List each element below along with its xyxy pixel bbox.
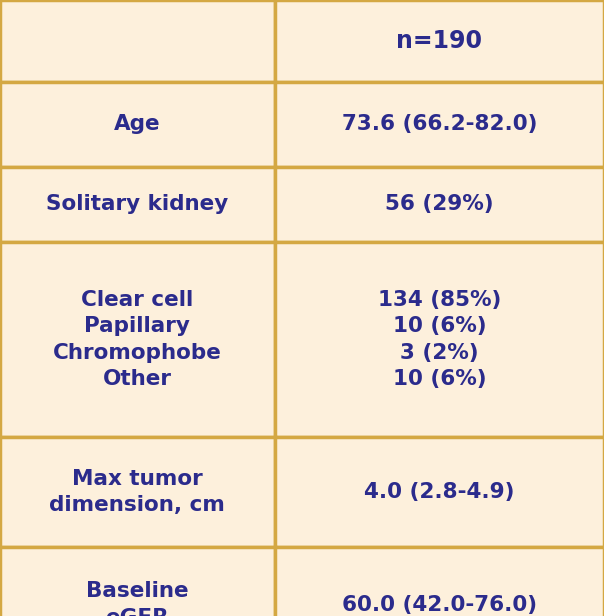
- Text: Max tumor
dimension, cm: Max tumor dimension, cm: [50, 469, 225, 515]
- Bar: [0, 0, 275, 82]
- Bar: [275, 0, 604, 82]
- Text: 4.0 (2.8-4.9): 4.0 (2.8-4.9): [364, 482, 515, 502]
- Text: 134 (85%)
10 (6%)
3 (2%)
10 (6%): 134 (85%) 10 (6%) 3 (2%) 10 (6%): [378, 290, 501, 389]
- Bar: [275, 82, 604, 167]
- Text: Clear cell
Papillary
Chromophobe
Other: Clear cell Papillary Chromophobe Other: [53, 290, 222, 389]
- Text: Solitary kidney: Solitary kidney: [47, 195, 228, 214]
- Text: 56 (29%): 56 (29%): [385, 195, 493, 214]
- Bar: [0, 167, 275, 242]
- Bar: [275, 167, 604, 242]
- Bar: [0, 242, 275, 437]
- Bar: [0, 547, 275, 616]
- Text: 73.6 (66.2-82.0): 73.6 (66.2-82.0): [342, 115, 537, 134]
- Bar: [275, 547, 604, 616]
- Bar: [0, 437, 275, 547]
- Bar: [0, 82, 275, 167]
- Bar: [275, 242, 604, 437]
- Text: 60.0 (42.0-76.0): 60.0 (42.0-76.0): [342, 594, 537, 615]
- Text: n=190: n=190: [396, 29, 483, 53]
- Text: Age: Age: [114, 115, 161, 134]
- Text: Baseline
eGFR: Baseline eGFR: [86, 582, 188, 616]
- Bar: [275, 437, 604, 547]
